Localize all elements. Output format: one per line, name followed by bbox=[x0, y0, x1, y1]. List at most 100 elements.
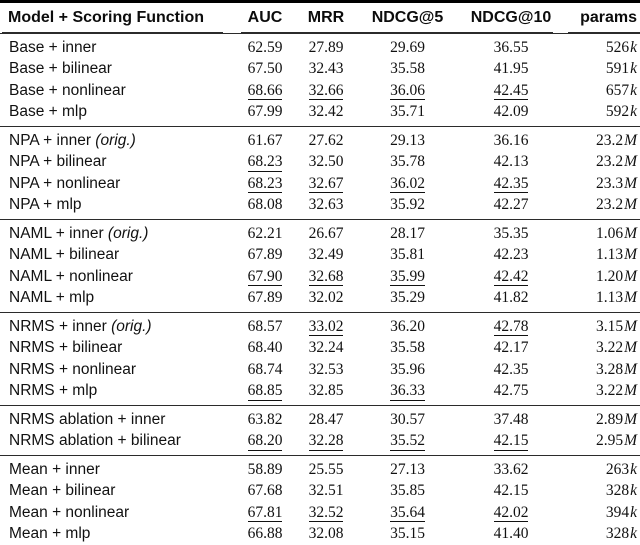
ndcg10-value-cell: 35.35 bbox=[461, 219, 561, 245]
params-value: 394 bbox=[605, 503, 630, 521]
table-row: Mean + mlp 66.88 32.08 35.15 41.40 328k bbox=[0, 524, 640, 545]
auc-value-cell: 68.66 bbox=[232, 80, 298, 102]
table-row: Base + inner 62.59 27.89 29.69 36.55 526k bbox=[0, 33, 640, 59]
ndcg5-value-cell: 35.29 bbox=[354, 288, 461, 313]
ndcg5-value-cell: 29.13 bbox=[354, 126, 461, 152]
ndcg5-value-cell: 35.15 bbox=[354, 524, 461, 545]
params-value: 2.89 bbox=[595, 410, 624, 428]
ndcg5-value: 35.58 bbox=[390, 60, 425, 78]
ndcg10-value-cell: 33.62 bbox=[461, 455, 561, 481]
ndcg5-value-cell: 36.33 bbox=[354, 381, 461, 406]
ndcg5-value-cell: 35.52 bbox=[354, 431, 461, 456]
mrr-value-cell: 32.85 bbox=[298, 381, 354, 406]
ndcg5-value-cell: 36.06 bbox=[354, 80, 461, 102]
ndcg5-value: 27.13 bbox=[390, 460, 425, 478]
params-value: 23.2 bbox=[595, 131, 624, 149]
ndcg10-value-cell: 42.02 bbox=[461, 502, 561, 524]
ndcg10-value: 42.23 bbox=[493, 246, 529, 264]
auc-value: 58.89 bbox=[247, 460, 283, 478]
params-unit: k bbox=[630, 482, 637, 500]
ndcg10-value-cell: 41.95 bbox=[461, 59, 561, 81]
ndcg5-value: 36.33 bbox=[390, 382, 425, 401]
ndcg10-value: 37.48 bbox=[493, 410, 529, 428]
auc-value: 67.81 bbox=[247, 503, 283, 523]
table-row: Mean + inner 58.89 25.55 27.13 33.62 263k bbox=[0, 455, 640, 481]
table-row: NRMS + nonlinear 68.74 32.53 35.96 42.35 3.28… bbox=[0, 359, 640, 381]
params-value-cell: 328k bbox=[561, 481, 640, 503]
model-label: NPA + bilinear bbox=[0, 152, 232, 174]
model-label-text: NPA + inner bbox=[9, 131, 91, 149]
auc-value-cell: 68.23 bbox=[232, 173, 298, 195]
mrr-value-cell: 32.02 bbox=[298, 288, 354, 313]
params-value-cell: 2.89M bbox=[561, 405, 640, 431]
params-unit: M bbox=[624, 317, 637, 335]
ndcg10-value: 41.95 bbox=[493, 60, 529, 78]
ndcg10-value: 42.15 bbox=[493, 482, 529, 500]
model-label-text: NAML + inner bbox=[9, 224, 104, 242]
mrr-value: 32.42 bbox=[308, 103, 344, 121]
ndcg5-value: 35.52 bbox=[390, 432, 425, 451]
model-label-text: Base + inner bbox=[9, 38, 97, 56]
ndcg10-value: 35.35 bbox=[493, 224, 529, 242]
params-unit: M bbox=[624, 382, 637, 400]
params-value: 1.13 bbox=[595, 289, 624, 307]
ndcg10-value-cell: 42.35 bbox=[461, 173, 561, 195]
params-unit: M bbox=[624, 174, 637, 192]
mrr-value-cell: 32.68 bbox=[298, 266, 354, 288]
column-header-mrr: MRR bbox=[298, 2, 354, 34]
ndcg10-value: 42.35 bbox=[493, 360, 529, 378]
mrr-value-cell: 32.63 bbox=[298, 195, 354, 220]
mrr-value-cell: 27.62 bbox=[298, 126, 354, 152]
auc-value-cell: 68.23 bbox=[232, 152, 298, 174]
model-label: NAML + mlp bbox=[0, 288, 232, 313]
params-value-cell: 23.3M bbox=[561, 173, 640, 195]
params-value: 3.22 bbox=[595, 339, 624, 357]
params-unit: M bbox=[624, 267, 637, 285]
ndcg5-value: 35.99 bbox=[390, 267, 425, 287]
section-nrms-ablation: NRMS ablation + inner 63.82 28.47 30.57 37.4… bbox=[0, 405, 640, 456]
mrr-value-cell: 26.67 bbox=[298, 219, 354, 245]
params-unit: M bbox=[624, 196, 637, 214]
ndcg10-value-cell: 36.55 bbox=[461, 33, 561, 59]
table-row: NPA + inner (orig.) 61.67 27.62 29.13 36.16 2… bbox=[0, 126, 640, 152]
params-value: 328 bbox=[605, 525, 630, 543]
ndcg5-value-cell: 35.81 bbox=[354, 245, 461, 267]
ndcg10-value: 42.42 bbox=[493, 267, 529, 287]
auc-value-cell: 67.68 bbox=[232, 481, 298, 503]
ndcg10-value-cell: 42.13 bbox=[461, 152, 561, 174]
params-value: 23.3 bbox=[595, 174, 624, 192]
params-value: 23.2 bbox=[595, 196, 624, 214]
model-label: NPA + mlp bbox=[0, 195, 232, 220]
model-label: NPA + nonlinear bbox=[0, 173, 232, 195]
mrr-value: 32.66 bbox=[308, 81, 344, 101]
table-row: NAML + bilinear 67.89 32.49 35.81 42.23 1.13M bbox=[0, 245, 640, 267]
auc-value: 66.88 bbox=[247, 525, 283, 543]
params-unit: M bbox=[624, 224, 637, 242]
auc-value-cell: 66.88 bbox=[232, 524, 298, 545]
params-value-cell: 23.2M bbox=[561, 195, 640, 220]
ndcg5-value: 29.13 bbox=[390, 131, 425, 149]
auc-value: 67.50 bbox=[247, 60, 283, 78]
params-value-cell: 3.22M bbox=[561, 381, 640, 406]
params-unit: k bbox=[630, 503, 637, 521]
mrr-value: 32.85 bbox=[308, 382, 344, 400]
section-npa: NPA + inner (orig.) 61.67 27.62 29.13 36.16 2… bbox=[0, 126, 640, 220]
mrr-value: 32.02 bbox=[308, 289, 344, 307]
column-header-model: Model + Scoring Function bbox=[0, 2, 232, 34]
model-label: NRMS + mlp bbox=[0, 381, 232, 406]
model-label: NRMS + inner (orig.) bbox=[0, 312, 232, 338]
ndcg5-value-cell: 35.96 bbox=[354, 359, 461, 381]
ndcg5-value: 36.06 bbox=[390, 81, 425, 101]
model-label: Base + nonlinear bbox=[0, 80, 232, 102]
ndcg5-value-cell: 35.99 bbox=[354, 266, 461, 288]
mrr-value-cell: 25.55 bbox=[298, 455, 354, 481]
auc-value-cell: 62.21 bbox=[232, 219, 298, 245]
mrr-value: 26.67 bbox=[308, 224, 344, 242]
ndcg5-value-cell: 36.20 bbox=[354, 312, 461, 338]
mrr-value: 28.47 bbox=[308, 410, 344, 428]
params-unit: k bbox=[630, 38, 637, 56]
ndcg5-value: 36.20 bbox=[390, 317, 425, 335]
orig-tag: (orig.) bbox=[91, 131, 136, 149]
params-value: 23.2 bbox=[595, 153, 624, 171]
ndcg10-value-cell: 41.40 bbox=[461, 524, 561, 545]
